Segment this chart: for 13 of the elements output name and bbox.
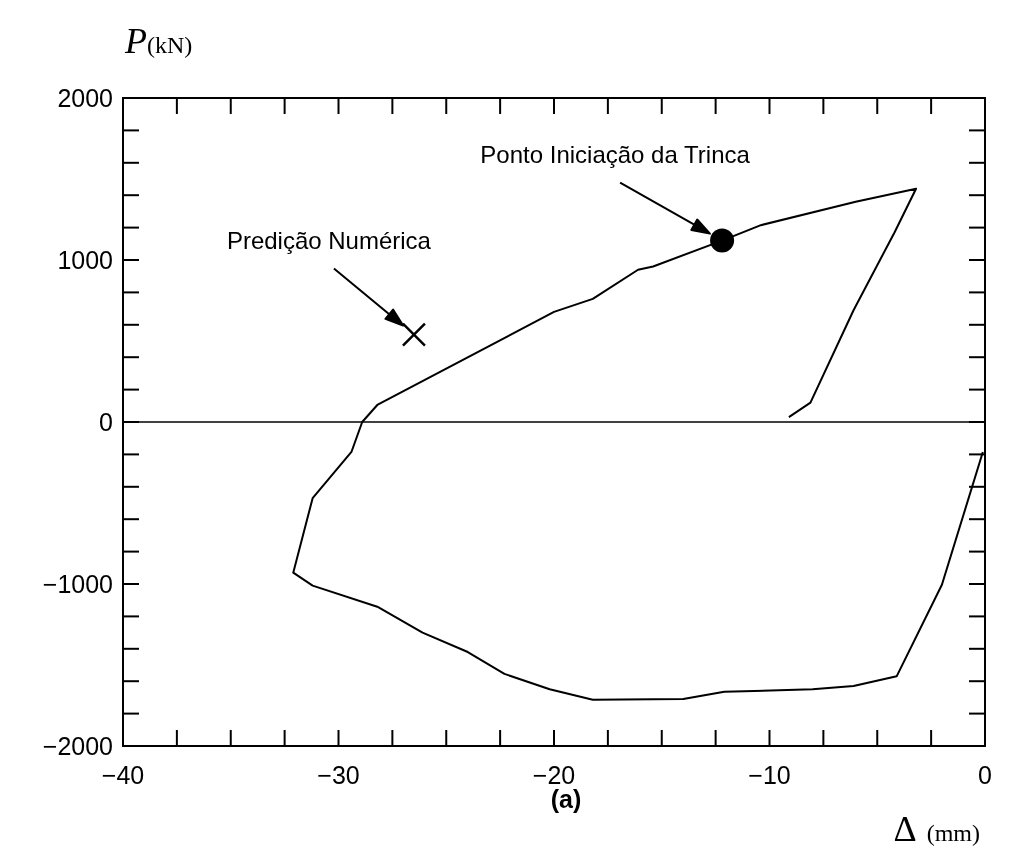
x-tick-label: 0 [978, 761, 992, 789]
y-tick-label: −2000 [42, 732, 113, 760]
y-tick-label: 1000 [57, 246, 113, 274]
y-tick-label: −1000 [42, 570, 113, 598]
x-tick-label: −30 [317, 761, 360, 789]
x-tick-label: −10 [748, 761, 791, 789]
x-tick-label: −40 [101, 761, 145, 789]
annotation: Ponto Iniciação da Trinca [480, 140, 751, 168]
x-axis-title: Δ (mm) [893, 809, 980, 849]
y-tick-label: 0 [99, 408, 113, 436]
annotation: Predição Numérica [226, 226, 432, 254]
y-axis-title: P(kN) [124, 21, 193, 61]
y-tick-label: 2000 [57, 84, 113, 112]
